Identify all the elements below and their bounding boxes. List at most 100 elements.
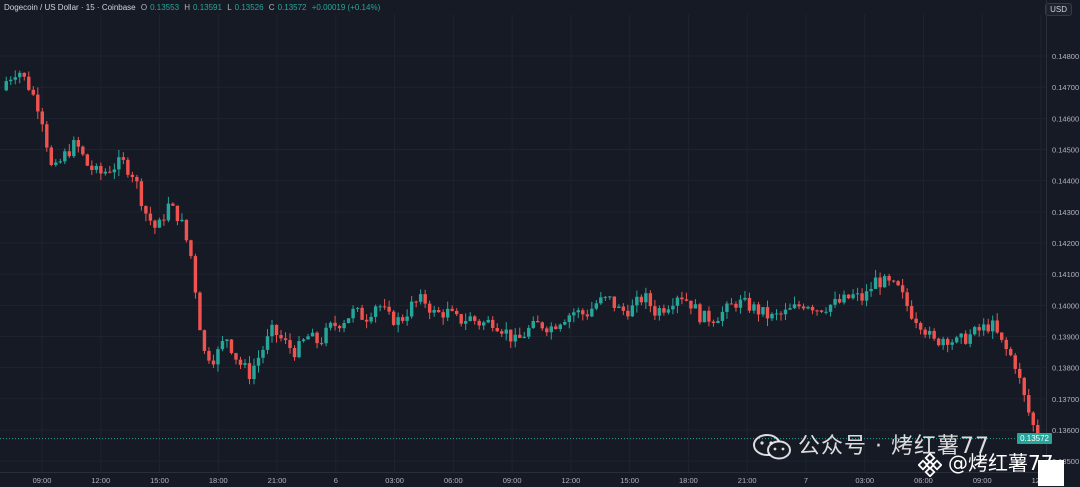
price-axis[interactable]: [1046, 0, 1080, 472]
candle-body: [148, 213, 153, 221]
x-tick-label: 18:00: [679, 476, 698, 485]
candle-body: [319, 343, 324, 345]
candle-body: [306, 336, 310, 340]
candle-body: [554, 326, 558, 330]
candle-body: [860, 293, 864, 301]
footer-watermark: @烤红薯77: [918, 447, 1053, 477]
chart-legend: Dogecoin / US Dollar · 15 · Coinbase O 0.…: [4, 3, 383, 12]
candle-body: [409, 301, 414, 317]
candle-body: [743, 297, 747, 300]
candle-body: [337, 325, 342, 329]
candle-body: [207, 350, 211, 361]
candle-body: [801, 306, 806, 309]
candle-body: [40, 111, 44, 125]
candle-body: [405, 316, 409, 321]
candle-body: [756, 304, 761, 315]
candle-body: [432, 310, 436, 313]
candle-body: [842, 294, 846, 303]
candle-body: [175, 205, 180, 222]
candle-body: [472, 316, 477, 321]
y-tick-label: 0.14800: [1052, 52, 1079, 61]
high-label: H: [184, 3, 191, 12]
candle-body: [909, 306, 914, 319]
y-tick-label: 0.14300: [1052, 208, 1079, 217]
candle-body: [193, 256, 198, 293]
candle-body: [1000, 332, 1004, 340]
candle-body: [563, 322, 567, 325]
candle-body: [972, 327, 977, 335]
candle-body: [234, 353, 238, 360]
candle-body: [9, 79, 13, 82]
close-label: C: [268, 3, 275, 12]
candle-body: [873, 277, 878, 289]
low-value: 0.13526: [234, 3, 264, 12]
candle-body: [932, 330, 936, 339]
candle-body: [684, 299, 689, 301]
y-tick-label: 0.13500: [1052, 457, 1079, 466]
candle-body: [635, 296, 639, 306]
candle-body: [639, 296, 644, 303]
candle-body: [608, 296, 612, 298]
candle-body: [279, 335, 283, 339]
change-value: +0.00019 (+0.14%): [311, 3, 381, 12]
candle-body: [270, 324, 274, 337]
candle-body: [986, 324, 990, 332]
candle-body: [1022, 377, 1026, 396]
candle-body: [936, 338, 941, 346]
x-tick-label: 09:00: [973, 476, 992, 485]
candle-body: [531, 321, 535, 328]
candle-body: [900, 285, 905, 293]
x-tick-label: 03:00: [385, 476, 404, 485]
x-tick-label: 15:00: [150, 476, 169, 485]
candle-body: [382, 306, 387, 308]
scroll-to-latest-button[interactable]: [1038, 460, 1064, 486]
candle-body: [495, 327, 499, 332]
candle-body: [333, 322, 337, 326]
wechat-icon: [753, 434, 791, 460]
candle-body: [459, 314, 463, 324]
candle-body: [819, 310, 824, 312]
candle-body: [927, 330, 932, 335]
candle-body: [121, 157, 126, 160]
candle-body: [94, 165, 99, 170]
candle-body: [4, 81, 8, 91]
candle-body: [229, 339, 234, 354]
candle-body: [671, 305, 675, 310]
candle-body: [90, 165, 94, 170]
candle-body: [423, 294, 427, 304]
candle-body: [328, 322, 333, 328]
candle-body: [626, 310, 630, 317]
candle-body: [644, 293, 648, 303]
candle-body: [1004, 339, 1008, 350]
candle-body: [689, 300, 693, 309]
candle-body: [995, 320, 999, 333]
candle-body: [617, 306, 621, 308]
candle-body: [797, 304, 801, 307]
x-tick-label: 7: [804, 476, 808, 485]
candle-body: [288, 340, 292, 349]
candle-body: [693, 304, 698, 309]
y-tick-label: 0.14200: [1052, 239, 1079, 248]
candle-body: [1018, 368, 1022, 378]
candle-body: [180, 219, 184, 222]
x-tick-label: 12:00: [561, 476, 580, 485]
candle-body: [549, 326, 553, 333]
candle-body: [139, 181, 144, 207]
candle-body: [63, 151, 67, 162]
x-tick-label: 21:00: [268, 476, 287, 485]
candle-body: [770, 313, 774, 319]
y-tick-label: 0.14600: [1052, 114, 1079, 123]
candle-body: [171, 203, 175, 206]
candle-body: [387, 306, 391, 312]
time-axis[interactable]: [0, 472, 1046, 487]
candle-body: [238, 359, 243, 365]
currency-button[interactable]: USD: [1045, 3, 1072, 16]
candle-body: [400, 317, 405, 321]
symbol-label: Dogecoin / US Dollar · 15 · Coinbase: [4, 3, 136, 12]
candle-body: [256, 357, 261, 366]
candle-body: [941, 338, 945, 346]
candle-body: [396, 317, 400, 325]
candle-body: [486, 319, 490, 323]
